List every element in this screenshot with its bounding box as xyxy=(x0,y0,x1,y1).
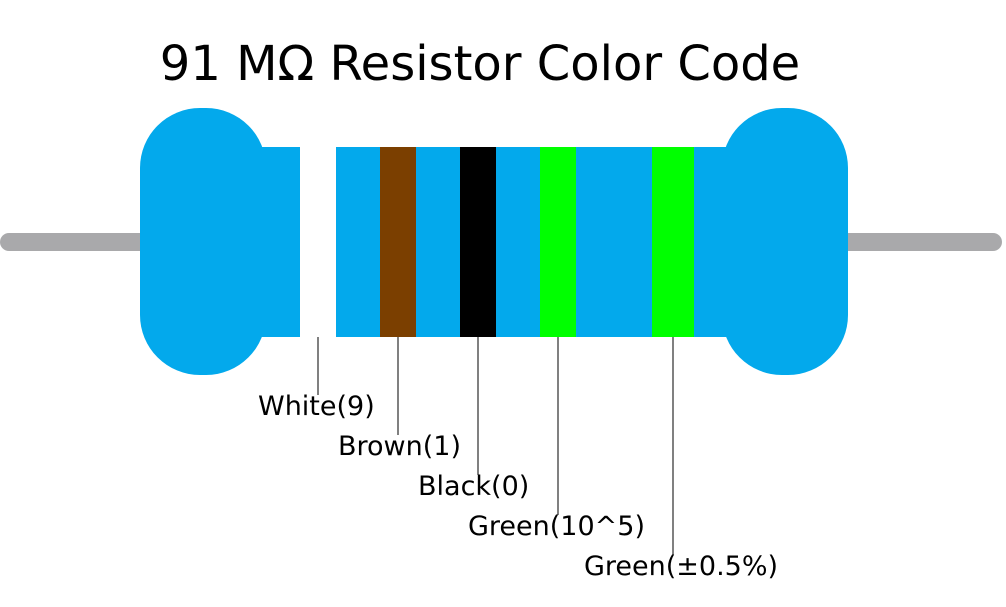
band-label: Green(±0.5%) xyxy=(584,551,778,582)
band-label: Brown(1) xyxy=(338,431,461,462)
bands: White(9) Brown(1) Black(0) Green(10^5) Green… xyxy=(258,147,778,582)
color-band xyxy=(460,147,496,337)
color-band xyxy=(380,147,416,337)
right-cap xyxy=(722,108,848,375)
color-band xyxy=(540,147,576,337)
band-label: Green(10^5) xyxy=(468,511,645,542)
color-band xyxy=(652,147,694,337)
band-label: Black(0) xyxy=(418,471,529,502)
color-band xyxy=(300,147,336,337)
left-cap xyxy=(140,108,266,375)
title: 91 MΩ Resistor Color Code xyxy=(160,36,800,92)
band-label: White(9) xyxy=(258,391,375,422)
